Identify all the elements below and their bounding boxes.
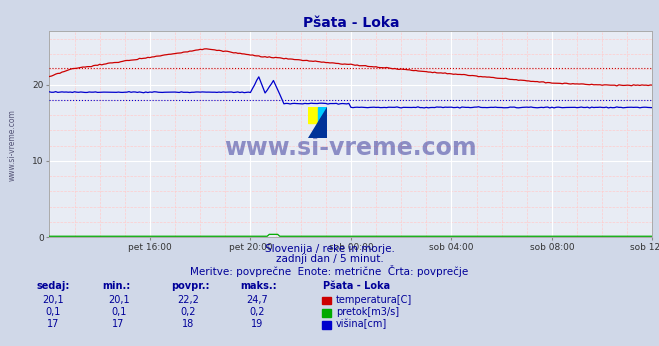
Text: 20,1: 20,1 <box>42 295 63 305</box>
Text: Slovenija / reke in morje.: Slovenija / reke in morje. <box>264 244 395 254</box>
Text: www.si-vreme.com: www.si-vreme.com <box>8 109 17 181</box>
Text: min.:: min.: <box>102 281 130 291</box>
Text: Meritve: povprečne  Enote: metrične  Črta: povprečje: Meritve: povprečne Enote: metrične Črta:… <box>190 265 469 277</box>
Text: 0,1: 0,1 <box>111 307 127 317</box>
Text: Pšata - Loka: Pšata - Loka <box>323 281 390 291</box>
Text: 17: 17 <box>47 319 59 329</box>
Bar <box>318 107 327 123</box>
Bar <box>308 107 318 123</box>
Text: 17: 17 <box>113 319 125 329</box>
Text: 0,1: 0,1 <box>45 307 61 317</box>
Text: višina[cm]: višina[cm] <box>336 319 387 329</box>
Text: 18: 18 <box>182 319 194 329</box>
Text: sedaj:: sedaj: <box>36 281 70 291</box>
Text: 20,1: 20,1 <box>108 295 129 305</box>
Text: pretok[m3/s]: pretok[m3/s] <box>336 307 399 317</box>
Text: 24,7: 24,7 <box>246 295 268 305</box>
Text: 0,2: 0,2 <box>180 307 196 317</box>
Text: povpr.:: povpr.: <box>171 281 210 291</box>
Text: www.si-vreme.com: www.si-vreme.com <box>225 136 477 161</box>
Text: maks.:: maks.: <box>241 281 277 291</box>
Text: 19: 19 <box>251 319 263 329</box>
Title: Pšata - Loka: Pšata - Loka <box>302 16 399 30</box>
Text: temperatura[C]: temperatura[C] <box>336 295 413 305</box>
Text: 22,2: 22,2 <box>177 295 199 305</box>
Text: zadnji dan / 5 minut.: zadnji dan / 5 minut. <box>275 254 384 264</box>
Polygon shape <box>308 107 327 138</box>
Text: 0,2: 0,2 <box>249 307 265 317</box>
